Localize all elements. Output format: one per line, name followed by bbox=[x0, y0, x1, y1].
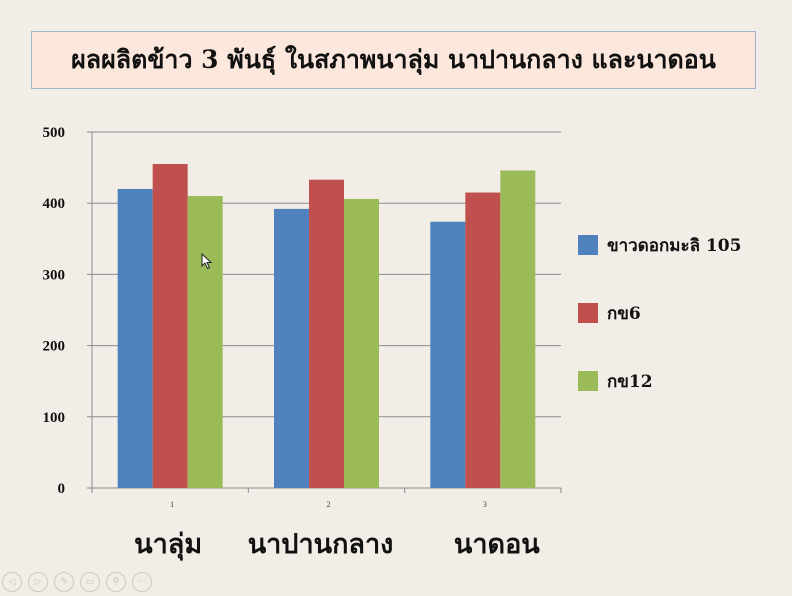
bar-2-2 bbox=[309, 179, 344, 489]
slides-icon: ▭ bbox=[85, 577, 95, 587]
zoom-icon: ⚲ bbox=[112, 577, 120, 587]
y-tick-label: 300 bbox=[43, 267, 66, 283]
legend-label: ขาวดอกมะลิ 105 bbox=[607, 236, 741, 256]
mouse-cursor-icon bbox=[201, 253, 213, 270]
bar-3-1 bbox=[187, 196, 223, 488]
bar-1-2 bbox=[274, 208, 309, 488]
slides-button[interactable]: ▭ bbox=[80, 572, 100, 592]
bar-1-3 bbox=[430, 221, 466, 488]
pen-icon: ✎ bbox=[60, 577, 68, 587]
prev-button[interactable]: ◁ bbox=[2, 572, 22, 592]
legend-swatch bbox=[578, 235, 598, 255]
legend-swatch bbox=[578, 303, 598, 323]
bar-1-1 bbox=[117, 188, 153, 488]
x-tick-label: 1 bbox=[170, 500, 174, 509]
bar-2-1 bbox=[152, 164, 188, 489]
chevron-right-icon: ▷ bbox=[34, 577, 42, 587]
bar-2-3 bbox=[465, 192, 501, 488]
more-button[interactable]: ··· bbox=[132, 572, 152, 592]
slide-title: ผลผลิตข้าว 3 พันธุ์ ในสภาพนาลุ่ม นาปานกล… bbox=[71, 45, 716, 74]
y-tick-label: 100 bbox=[43, 410, 66, 426]
bar-3-2 bbox=[344, 198, 379, 489]
y-tick-label: 200 bbox=[43, 339, 66, 355]
x-tick-label: 3 bbox=[483, 500, 487, 509]
category-label: นาลุ่ม bbox=[134, 529, 203, 560]
legend-label: กข12 bbox=[607, 372, 653, 392]
zoom-button[interactable]: ⚲ bbox=[106, 572, 126, 592]
y-tick-label: 500 bbox=[43, 125, 66, 141]
bar-3-3 bbox=[500, 170, 536, 488]
x-tick-label: 2 bbox=[327, 500, 331, 509]
category-label: นาปานกลาง bbox=[247, 529, 394, 560]
chevron-left-icon: ◁ bbox=[8, 577, 16, 587]
y-tick-label: 400 bbox=[43, 196, 66, 212]
more-icon: ··· bbox=[137, 577, 147, 587]
next-button[interactable]: ▷ bbox=[28, 572, 48, 592]
slideshow-toolbar: ◁ ▷ ✎ ▭ ⚲ ··· bbox=[2, 572, 152, 592]
category-label: นาดอน bbox=[453, 529, 540, 560]
slide-title-box: ผลผลิตข้าว 3 พันธุ์ ในสภาพนาลุ่ม นาปานกล… bbox=[31, 31, 756, 89]
legend-swatch bbox=[578, 371, 598, 391]
pen-button[interactable]: ✎ bbox=[54, 572, 74, 592]
y-tick-label: 0 bbox=[58, 481, 66, 497]
legend-label: กข6 bbox=[607, 304, 641, 324]
